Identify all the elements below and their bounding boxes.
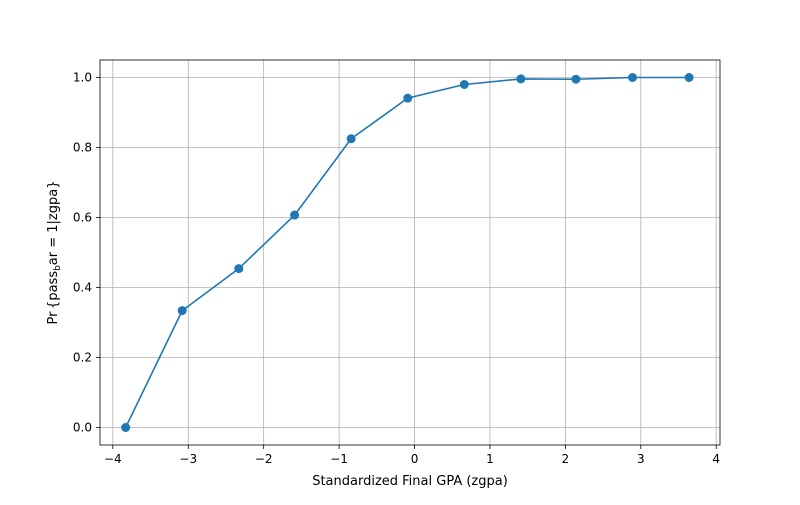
data-point	[459, 80, 469, 89]
data-point	[290, 210, 300, 220]
series-layer	[121, 73, 694, 432]
data-point	[403, 93, 413, 103]
x-tick-label: −1	[330, 452, 348, 466]
grid	[100, 60, 720, 445]
y-tick-label: 0.8	[73, 141, 92, 155]
x-tick-label: 2	[562, 452, 570, 466]
x-tick-label: 0	[411, 452, 419, 466]
x-tick-label: −2	[255, 452, 273, 466]
y-tick-label: 1.0	[73, 71, 92, 85]
x-tick-label: 4	[712, 452, 720, 466]
data-point	[684, 73, 694, 82]
y-tick-label: 0.2	[73, 351, 92, 365]
data-point	[516, 74, 526, 84]
y-tick-label: 0.0	[73, 421, 92, 435]
data-point	[121, 423, 131, 432]
data-point	[346, 134, 356, 144]
series-line	[124, 76, 690, 428]
y-tick-label: 0.6	[73, 211, 92, 225]
y-axis-label-prefix: Pr {pass	[46, 271, 61, 325]
data-point	[628, 73, 638, 82]
x-tick-label: −4	[104, 452, 122, 466]
x-tick-label: 1	[486, 452, 494, 466]
y-axis-label-suffix: ar = 1|zgpa}	[46, 181, 61, 266]
x-tick-label: 3	[637, 452, 645, 466]
y-axis-label: Pr {passbar = 1|zgpa}	[46, 181, 63, 325]
x-tick-label: −3	[179, 452, 197, 466]
ticks: −4 −3 −2 −1 0 1 2 3 4 0.0 0.2 0.4 0.6 0.8 1.0	[73, 71, 720, 467]
y-axis-label-subscript: b	[53, 265, 63, 271]
data-point	[177, 306, 187, 316]
x-axis-label: Standardized Final GPA (zgpa)	[312, 474, 508, 489]
data-point	[571, 74, 581, 84]
y-tick-label: 0.4	[73, 281, 92, 295]
data-point	[234, 264, 244, 274]
plot-frame	[99, 59, 721, 446]
